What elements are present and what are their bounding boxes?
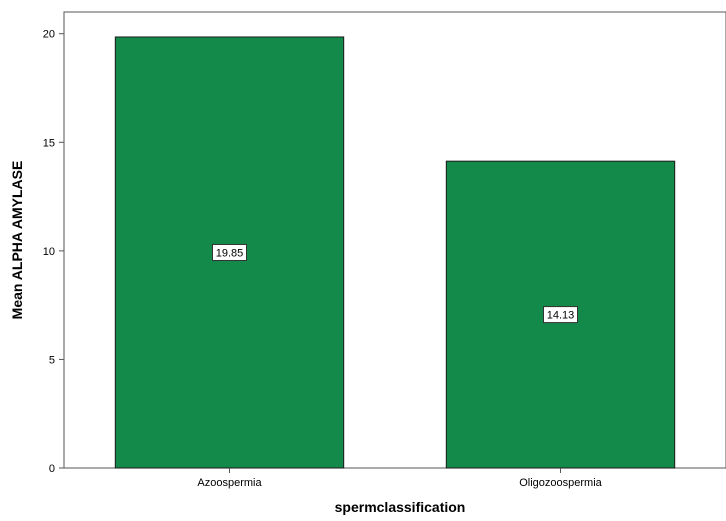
y-axis-title: Mean ALPHA AMYLASE xyxy=(9,161,25,320)
data-label-box xyxy=(543,306,578,324)
y-tick-label: 20 xyxy=(43,29,55,41)
data-label-box xyxy=(212,243,247,261)
x-axis-title: spermclassification xyxy=(335,499,466,515)
x-tick-label: Oligozoospermia xyxy=(519,477,602,489)
x-axis-ticks: Azoospermia Oligozoospermia xyxy=(197,468,603,489)
x-tick-label: Azoospermia xyxy=(197,477,262,489)
data-labels: 19.85 14.13 xyxy=(212,243,578,324)
data-label: 14.13 xyxy=(547,310,575,322)
y-tick-label: 10 xyxy=(43,246,55,258)
data-label: 19.85 xyxy=(216,247,244,259)
y-tick-label: 5 xyxy=(49,354,55,366)
y-tick-label: 0 xyxy=(49,463,55,475)
y-axis-ticks: 0 5 10 15 20 xyxy=(43,29,64,475)
y-tick-label: 15 xyxy=(43,137,55,149)
